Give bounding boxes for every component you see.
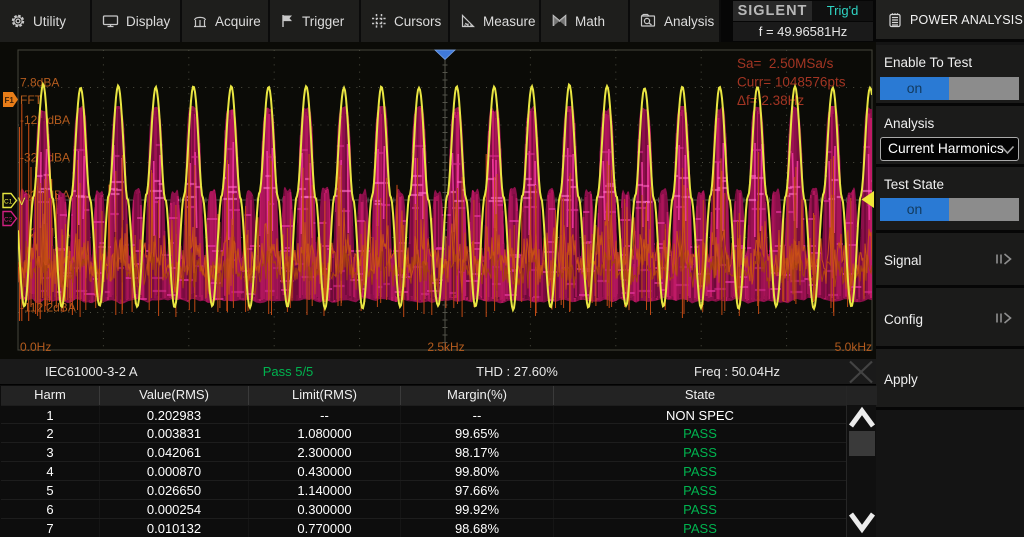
svg-text:V: V: [18, 196, 26, 208]
svg-text:Curr= 1048576pts: Curr= 1048576pts: [737, 75, 846, 90]
svg-text:FFT: FFT: [20, 93, 43, 107]
svg-text:Δf= 2.38Hz: Δf= 2.38Hz: [737, 93, 804, 108]
svg-text:F1: F1: [5, 96, 15, 105]
svg-text:0.0Hz: 0.0Hz: [20, 340, 51, 354]
svg-text:C1: C1: [4, 199, 13, 206]
svg-text:5.0kHz: 5.0kHz: [835, 340, 872, 354]
svg-text:Sa= 2.50MSa/s: Sa= 2.50MSa/s: [737, 56, 834, 71]
svg-text:C2: C2: [4, 217, 13, 224]
svg-text:7.8dBA: 7.8dBA: [20, 76, 59, 90]
svg-text:2.5kHz: 2.5kHz: [427, 340, 464, 354]
